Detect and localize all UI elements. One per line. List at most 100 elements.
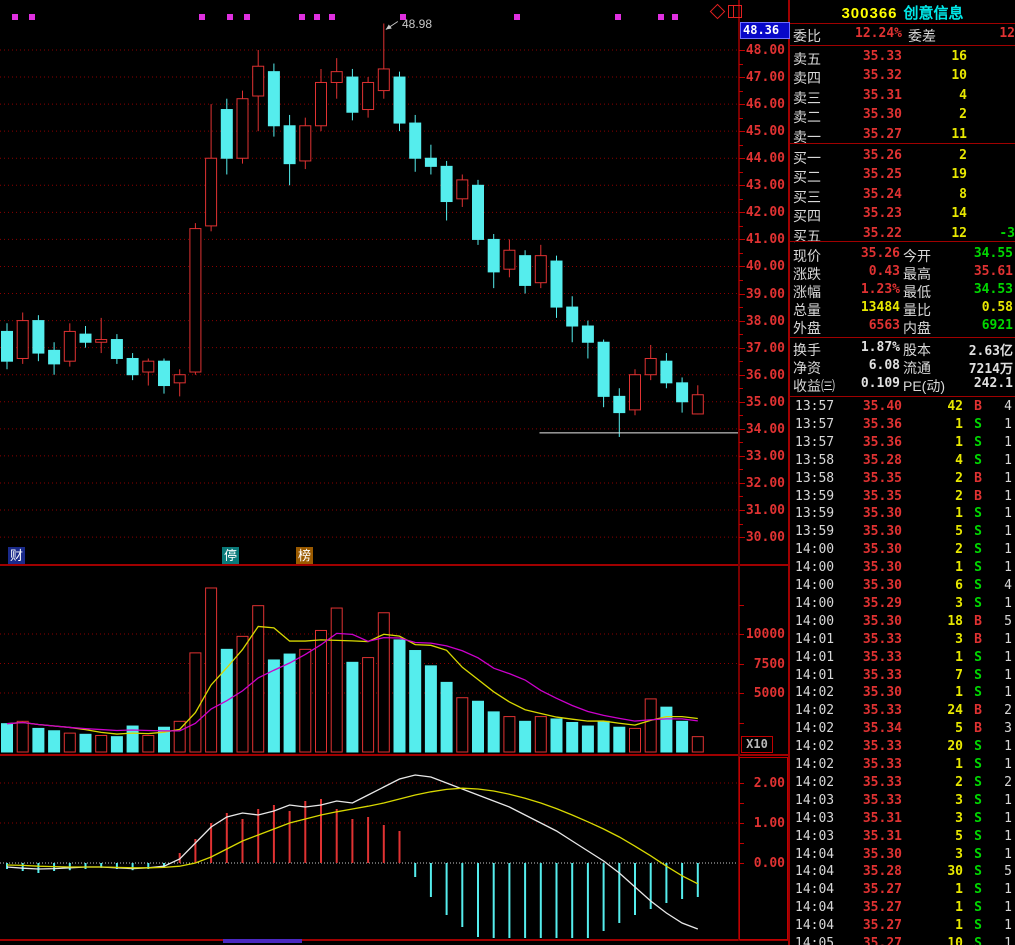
tick-time: 14:04 <box>795 900 835 916</box>
pane-tag-榜[interactable]: 榜 <box>296 547 313 564</box>
chart-canvas[interactable] <box>0 0 739 941</box>
axis-tick <box>739 537 745 539</box>
tick-count: 1 <box>1004 685 1012 701</box>
tick-volume: 3 <box>955 631 963 647</box>
bid-level-price: 35.25 <box>862 167 902 183</box>
tick-row: 14:04 35.27 1 S 1 <box>790 900 1015 917</box>
axis-tick <box>739 388 743 390</box>
info-label: 涨跌 <box>793 266 821 282</box>
event-marker-icon <box>658 14 664 20</box>
volume-bar <box>424 665 437 753</box>
tick-price: 35.36 <box>862 434 902 450</box>
axis-tick <box>739 117 743 119</box>
axis-tick <box>739 347 745 349</box>
tick-time: 14:03 <box>795 792 835 808</box>
divider <box>738 0 740 941</box>
volume-bar <box>550 718 563 753</box>
stock-code: 300366 <box>841 5 898 22</box>
tick-price: 35.30 <box>862 578 902 593</box>
bid-level-row[interactable]: 买二 35.25 19 <box>790 167 1015 186</box>
bid-level-price: 35.26 <box>862 148 902 163</box>
volume-bar <box>660 706 673 753</box>
volume-bar <box>79 733 92 753</box>
event-marker-icon <box>314 14 320 20</box>
info-row: 外盘 6563 内盘 6921 <box>790 318 1015 336</box>
tick-price: 35.30 <box>862 613 902 629</box>
bid-level-label: 买二 <box>793 169 821 186</box>
tick-row: 14:00 35.29 3 S 1 <box>790 596 1015 613</box>
candle-body <box>409 122 422 159</box>
tick-time: 14:05 <box>795 936 835 945</box>
bid-level-row[interactable]: 买四 35.23 14 <box>790 206 1015 225</box>
tick-direction: B <box>974 721 982 737</box>
tick-count: 1 <box>1004 936 1012 945</box>
tick-row: 14:02 35.33 20 S 1 <box>790 739 1015 756</box>
tick-price: 35.33 <box>862 703 902 719</box>
volume-bar <box>503 716 516 753</box>
tick-direction: S <box>974 524 982 540</box>
bid-level-row[interactable]: 买一 35.26 2 <box>790 148 1015 167</box>
ask-level-row[interactable]: 卖一 35.27 11 <box>790 127 1015 146</box>
bid-level-row[interactable]: 买三 35.24 8 <box>790 187 1015 206</box>
tick-count: 1 <box>1004 470 1012 486</box>
tick-price: 35.30 <box>862 524 902 540</box>
price-axis-label: 44.00 <box>745 151 785 167</box>
bid-level-price: 35.23 <box>862 206 902 222</box>
pane-tag-财[interactable]: 财 <box>8 547 25 564</box>
volume-bar <box>377 612 390 753</box>
candle-body <box>110 339 123 359</box>
ask-level-row[interactable]: 卖二 35.30 2 <box>790 107 1015 126</box>
tick-price: 35.33 <box>862 774 902 790</box>
info-value: 34.53 <box>973 282 1013 297</box>
tick-row: 14:05 35.27 10 S 1 <box>790 936 1015 945</box>
event-marker-icon <box>329 14 335 20</box>
tick-row: 14:01 35.33 7 S 1 <box>790 668 1015 685</box>
info-row: 涨跌 0.43 最高 35.61 <box>790 264 1015 282</box>
tick-count: 2 <box>1004 774 1012 790</box>
volume-bar <box>110 736 123 753</box>
tick-price: 35.33 <box>862 649 902 665</box>
axis-tick <box>739 361 743 363</box>
tick-direction: S <box>974 810 982 826</box>
candle-body <box>32 320 45 354</box>
tick-row: 14:02 35.34 5 B 3 <box>790 721 1015 738</box>
candle-body <box>267 71 280 127</box>
candle-body <box>79 333 92 343</box>
axis-tick <box>739 266 745 268</box>
price-axis-label: 41.00 <box>745 232 785 248</box>
tick-time: 14:00 <box>795 578 835 593</box>
info-value: 6563 <box>868 318 900 333</box>
tick-volume: 7 <box>955 667 963 683</box>
axis-tick <box>739 803 744 804</box>
tick-count: 1 <box>1004 542 1012 558</box>
tick-price: 35.30 <box>862 506 902 522</box>
bid-level-price: 35.22 <box>862 225 902 241</box>
separator <box>790 337 1015 338</box>
ask-level-row[interactable]: 卖三 35.31 4 <box>790 88 1015 107</box>
axis-tick <box>739 482 745 484</box>
axis-tick <box>739 722 744 724</box>
volume-bar <box>252 605 265 753</box>
tick-row: 14:03 35.33 3 S 1 <box>790 793 1015 810</box>
pane-tag-停[interactable]: 停 <box>222 547 239 564</box>
volume-bar <box>597 720 610 753</box>
volume-bar <box>581 725 594 753</box>
tick-count: 1 <box>1004 631 1012 647</box>
ask-level-row[interactable]: 卖四 35.32 10 <box>790 68 1015 87</box>
tick-volume: 1 <box>955 560 963 576</box>
split-window-icon[interactable] <box>728 5 742 18</box>
axis-tick <box>739 63 743 65</box>
scrollbar-thumb[interactable] <box>223 939 302 943</box>
ask-level-row[interactable]: 卖五 35.33 16 <box>790 49 1015 68</box>
axis-tick <box>739 77 745 79</box>
tick-time: 14:00 <box>795 542 835 558</box>
tick-direction: B <box>974 631 982 647</box>
tick-time: 13:58 <box>795 452 835 468</box>
tick-time: 14:02 <box>795 721 835 737</box>
bid-level-row[interactable]: 买五 35.22 12 -3 <box>790 226 1015 245</box>
volume-bar <box>267 659 280 753</box>
volume-bar <box>487 711 500 753</box>
cursor-price-label: 48.36 <box>740 22 790 39</box>
axis-tick <box>739 239 745 241</box>
event-marker-icon <box>12 14 18 20</box>
